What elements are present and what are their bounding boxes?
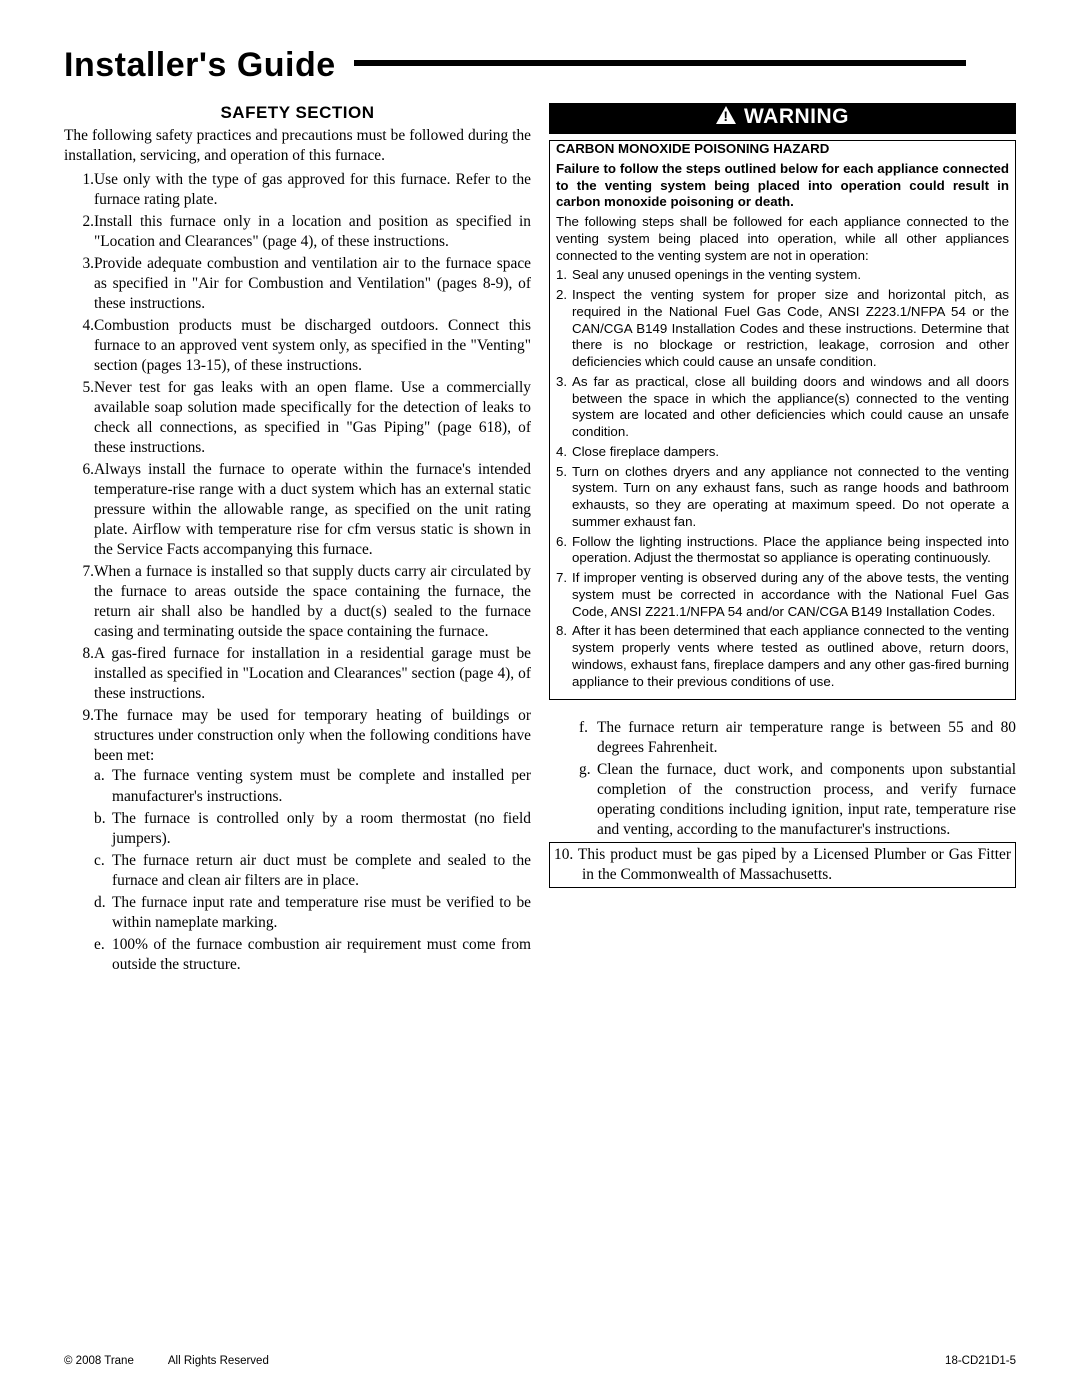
safety-item-9-lead: The furnace may be used for temporary he… <box>94 707 531 764</box>
safety-section-heading: SAFETY SECTION <box>64 103 531 123</box>
item-10-box: 10. This product must be gas piped by a … <box>549 842 1016 888</box>
safety-item: A gas-fired furnace for installation in … <box>94 644 531 704</box>
warning-banner-text: WARNING <box>744 105 849 128</box>
safety-item-9-sublist: The furnace venting system must be compl… <box>94 766 531 974</box>
safety-item: Combustion products must be discharged o… <box>94 316 531 376</box>
safety-list: Use only with the type of gas approved f… <box>64 170 531 975</box>
warning-box: CARBON MONOXIDE POISONING HAZARD Failure… <box>549 140 1016 700</box>
sub-item: The furnace input rate and temperature r… <box>112 893 531 933</box>
safety-intro: The following safety practices and preca… <box>64 126 531 166</box>
hazard-intro: The following steps shall be followed fo… <box>556 214 1009 264</box>
safety-item: When a furnace is installed so that supp… <box>94 562 531 642</box>
warning-triangle-icon: ! <box>716 106 736 130</box>
hazard-step: Inspect the venting system for proper si… <box>572 287 1009 371</box>
hazard-title: CARBON MONOXIDE POISONING HAZARD <box>556 141 1009 158</box>
footer-copyright: © 2008 Trane <box>64 1355 134 1367</box>
right-column: ! WARNING CARBON MONOXIDE POISONING HAZA… <box>549 103 1016 977</box>
safety-item: Provide adequate combustion and ventilat… <box>94 254 531 314</box>
two-column-layout: SAFETY SECTION The following safety prac… <box>64 103 1016 977</box>
safety-item-9: The furnace may be used for temporary he… <box>94 706 531 974</box>
item-10-text: This product must be gas piped by a Lice… <box>578 846 1011 883</box>
page-footer: © 2008 Trane All Rights Reserved 18-CD21… <box>64 1355 1016 1367</box>
sub-item-f: f.The furnace return air temperature ran… <box>597 718 1016 758</box>
safety-item: Always install the furnace to operate wi… <box>94 460 531 560</box>
hazard-step: Seal any unused openings in the venting … <box>572 267 1009 284</box>
warning-banner: ! WARNING <box>549 103 1016 134</box>
header-title: Installer's Guide <box>64 46 336 85</box>
continued-sublist: f.The furnace return air temperature ran… <box>549 718 1016 840</box>
sub-item-g: g.Clean the furnace, duct work, and comp… <box>597 760 1016 840</box>
sub-item: The furnace is controlled only by a room… <box>112 809 531 849</box>
sub-item: The furnace return air duct must be comp… <box>112 851 531 891</box>
sub-item: 100% of the furnace combustion air requi… <box>112 935 531 975</box>
hazard-step: If improper venting is observed during a… <box>572 570 1009 620</box>
hazard-step: Follow the lighting instructions. Place … <box>572 534 1009 568</box>
hazard-step: After it has been determined that each a… <box>572 623 1009 690</box>
safety-item: Never test for gas leaks with an open fl… <box>94 378 531 458</box>
sub-item: The furnace venting system must be compl… <box>112 766 531 806</box>
page-header: Installer's Guide <box>64 46 1016 85</box>
svg-text:!: ! <box>723 108 728 124</box>
hazard-step: Close fireplace dampers. <box>572 444 1009 461</box>
sub-item-f-text: The furnace return air temperature range… <box>597 719 1016 756</box>
safety-item: Install this furnace only in a location … <box>94 212 531 252</box>
hazard-steps-list: Seal any unused openings in the venting … <box>556 267 1009 690</box>
left-column: SAFETY SECTION The following safety prac… <box>64 103 531 977</box>
hazard-step: As far as practical, close all building … <box>572 374 1009 441</box>
footer-rights: All Rights Reserved <box>168 1355 269 1367</box>
footer-docnum: 18-CD21D1-5 <box>945 1355 1016 1367</box>
hazard-lead: Failure to follow the steps outlined bel… <box>556 161 1009 211</box>
hazard-step: Turn on clothes dryers and any appliance… <box>572 464 1009 531</box>
safety-item: Use only with the type of gas approved f… <box>94 170 531 210</box>
sub-item-g-text: Clean the furnace, duct work, and compon… <box>597 761 1016 838</box>
continued-list: f.The furnace return air temperature ran… <box>549 718 1016 888</box>
header-rule <box>354 60 966 66</box>
